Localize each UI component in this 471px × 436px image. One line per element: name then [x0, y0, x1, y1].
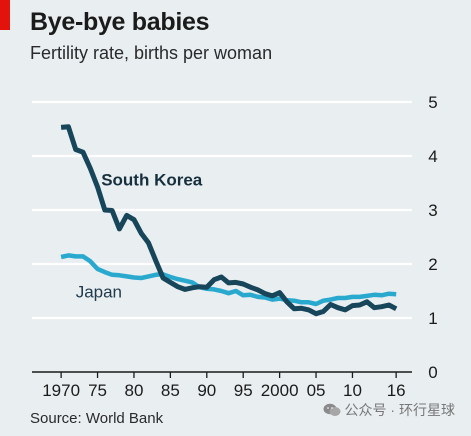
- x-tick-label: 1970: [42, 381, 80, 400]
- x-tick-label: 80: [125, 381, 144, 400]
- accent-bar: [0, 0, 10, 30]
- japan-line: [60, 253, 397, 307]
- south-korea-line: [60, 124, 398, 317]
- source-note: Source: World Bank: [30, 410, 164, 427]
- watermark: 公众号 · 环行星球: [323, 400, 455, 420]
- chart-title: Bye-bye babies: [30, 8, 210, 36]
- y-tick-label: 0: [428, 363, 437, 382]
- x-tick-label: 16: [387, 381, 406, 400]
- y-tick-label: 1: [428, 309, 437, 328]
- y-tick-label: 4: [428, 147, 437, 166]
- x-tick-label: 05: [307, 381, 326, 400]
- south-korea-label: South Korea: [101, 171, 203, 190]
- gridlines: [32, 100, 412, 373]
- y-tick-label: 5: [428, 93, 437, 112]
- x-tick-label: 85: [161, 381, 180, 400]
- x-tick-label: 10: [343, 381, 362, 400]
- x-tick-label: 75: [88, 381, 107, 400]
- x-tick-label: 2000: [261, 381, 299, 400]
- x-axis-ticks: 1970 75 80 85 90 95 2000 05 10 16: [42, 372, 406, 400]
- watermark-text: 公众号 · 环行星球: [344, 402, 455, 418]
- japan-label: Japan: [76, 282, 122, 301]
- y-tick-label: 2: [428, 255, 437, 274]
- series-lines: [60, 124, 398, 317]
- series-labels: South Korea Japan: [76, 171, 203, 302]
- x-tick-label: 90: [197, 381, 216, 400]
- wechat-icon: [323, 403, 341, 416]
- chart-subtitle: Fertility rate, births per woman: [30, 43, 273, 63]
- y-axis-ticks: 0 1 2 3 4 5: [428, 93, 437, 382]
- x-tick-label: 95: [234, 381, 253, 400]
- y-tick-label: 3: [428, 201, 437, 220]
